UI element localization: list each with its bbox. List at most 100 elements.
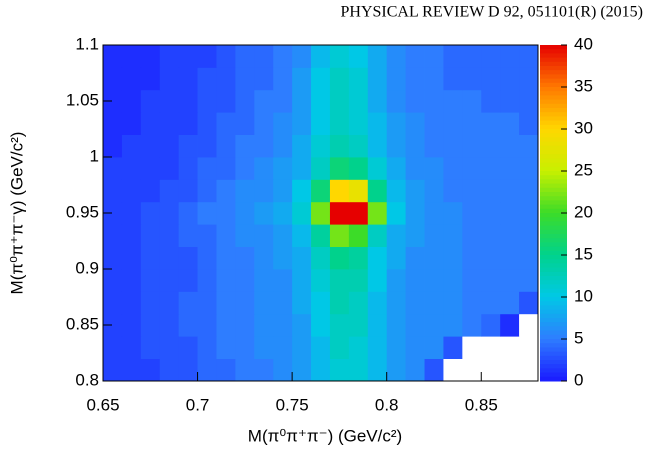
heatmap-cell [121, 224, 142, 247]
colorbar-band [540, 309, 567, 315]
heatmap-cell [121, 201, 142, 225]
x-axis-label: M(π⁰π⁺π⁻) (GeV/c²) [248, 426, 402, 445]
heatmap-cell [329, 179, 350, 203]
heatmap-cell [386, 336, 407, 359]
heatmap-cell [348, 269, 369, 292]
colorbar-band [540, 263, 567, 269]
colorbar-band [540, 284, 567, 290]
heatmap-cell [462, 45, 482, 68]
heatmap-cell [348, 179, 369, 203]
heatmap-cell [481, 246, 501, 270]
heatmap-cell [424, 358, 444, 382]
heatmap-cell [481, 179, 501, 203]
heatmap-cell [178, 246, 198, 270]
colorbar-band [540, 292, 567, 298]
heatmap-cell [140, 67, 161, 91]
colorbar-band [540, 364, 567, 369]
heatmap-cell [121, 313, 142, 337]
heatmap-cell [424, 291, 444, 315]
heatmap-cell [348, 224, 369, 247]
heatmap-cell [235, 224, 255, 247]
heatmap-cell [405, 313, 425, 337]
heatmap-cell [311, 313, 331, 337]
heatmap-cell [500, 89, 520, 113]
heatmap-cell [254, 358, 274, 382]
heatmap-cell [424, 224, 444, 247]
heatmap-cell [424, 179, 444, 203]
colorbar-band [540, 103, 567, 109]
heatmap-cell [254, 134, 274, 158]
heatmap-cell [329, 157, 350, 180]
heatmap-cell [329, 112, 350, 135]
heatmap-cell [367, 134, 388, 158]
heatmap-cell [519, 89, 539, 113]
heatmap-cell [103, 313, 123, 337]
heatmap-cell [519, 336, 539, 359]
heatmap-cell [159, 67, 180, 91]
heatmap-cell [405, 201, 425, 225]
heatmap-cell [443, 67, 463, 91]
heatmap-cell [121, 291, 142, 315]
heatmap-cell [329, 269, 350, 292]
heatmap-cell [386, 67, 407, 91]
heatmap-cell [197, 224, 217, 247]
heatmap-cell [443, 45, 463, 68]
colorbar-band [540, 116, 567, 122]
heatmap-cell [329, 246, 350, 270]
colorbar-band [540, 330, 567, 336]
heatmap-cell [254, 291, 274, 315]
y-tick-label: 0.85 [66, 314, 99, 333]
heatmap-cell [462, 201, 482, 225]
heatmap-cell [159, 358, 180, 382]
heatmap-cell [367, 45, 388, 68]
heatmap-cell [348, 89, 369, 113]
heatmap-cell [216, 291, 236, 315]
heatmap-cell [121, 269, 142, 292]
heatmap-cell [311, 45, 331, 68]
heatmap-cell [216, 157, 236, 180]
heatmap-cell [235, 157, 255, 180]
colorbar-band [540, 133, 567, 138]
heatmap-cell [140, 358, 161, 382]
heatmap-cell [367, 201, 388, 225]
heatmap-cell [273, 134, 293, 158]
heatmap-cell [311, 157, 331, 180]
heatmap-cell [121, 134, 142, 158]
heatmap-cell [329, 291, 350, 315]
colorbar-band [540, 351, 567, 357]
heatmap-cell [500, 336, 520, 359]
colorbar-band [540, 166, 567, 172]
heatmap-cell [178, 45, 198, 68]
heatmap-cell [367, 157, 388, 180]
colorbar-band [540, 91, 567, 96]
heatmap-cell [481, 224, 501, 247]
heatmap-cell [386, 358, 407, 382]
heatmap-cell [386, 179, 407, 203]
colorbar-band [540, 74, 567, 80]
heatmap-cell [103, 179, 123, 203]
heatmap-cell [367, 291, 388, 315]
colorbar-band [540, 313, 567, 319]
colorbar-band [540, 57, 567, 63]
heatmap-cell [462, 67, 482, 91]
heatmap-cell [367, 67, 388, 91]
heatmap-cell [367, 89, 388, 113]
heatmap-cell [424, 134, 444, 158]
heatmap-cell [500, 291, 520, 315]
colorbar-band [540, 276, 567, 281]
heatmap-cell [273, 224, 293, 247]
colorbar-band [540, 120, 567, 126]
heatmap-cell [481, 157, 501, 180]
heatmap-cell [103, 89, 123, 113]
heatmap-cell [519, 291, 539, 315]
heatmap-cell [311, 201, 331, 225]
heatmap-cell [140, 224, 161, 247]
heatmap-cell [481, 269, 501, 292]
heatmap-cell [197, 313, 217, 337]
colorbar-band [540, 355, 567, 361]
heatmap-cell [311, 269, 331, 292]
colorbar-band [540, 234, 567, 239]
heatmap-cell [348, 157, 369, 180]
heatmap-cell [178, 134, 198, 158]
